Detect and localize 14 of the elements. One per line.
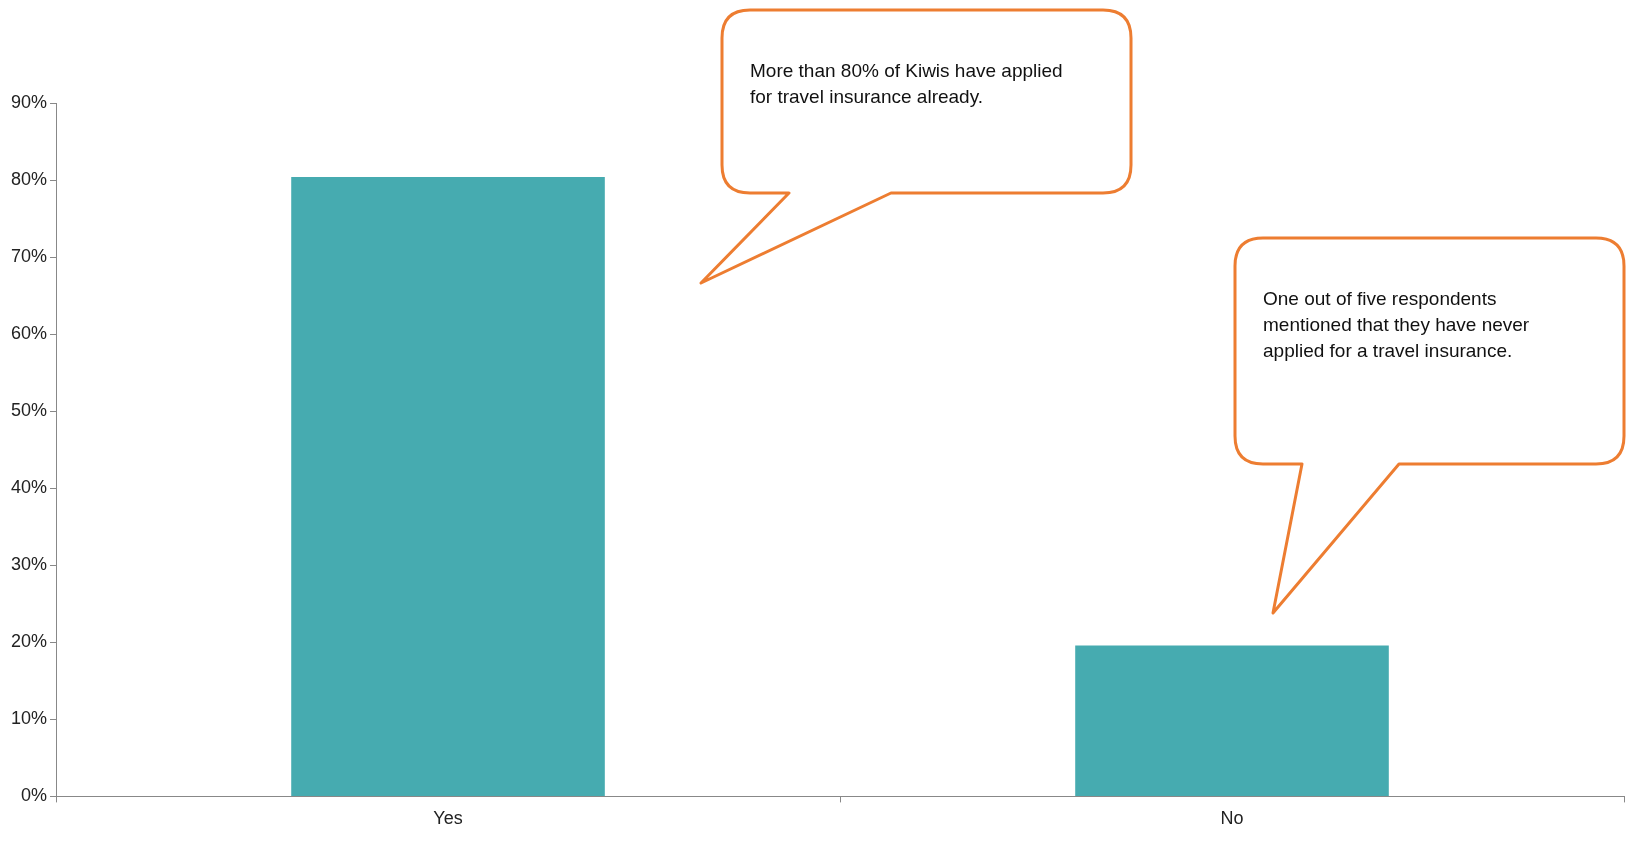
y-tick-label: 50%: [11, 400, 48, 421]
y-tick-label: 20%: [11, 631, 48, 652]
y-tick-label: 40%: [11, 477, 48, 498]
annotation: More than 80% of Kiwis have applied for travel insurance already.: [750, 59, 1064, 109]
annotation: One out of five respondents mentioned that they have never applied for a travel insurance.: [1263, 287, 1531, 363]
y-tick-label: 60%: [11, 323, 48, 344]
y-tick-label: 90%: [11, 91, 48, 112]
y-tick-label: 30%: [11, 554, 48, 575]
x-tick-label: Yes: [433, 808, 463, 829]
y-tick-label: 80%: [11, 169, 48, 190]
y-tick-label: 0%: [21, 785, 48, 806]
y-tick-label: 70%: [11, 246, 48, 267]
x-tick-label: No: [1220, 808, 1244, 829]
y-tick-label: 10%: [11, 708, 48, 729]
